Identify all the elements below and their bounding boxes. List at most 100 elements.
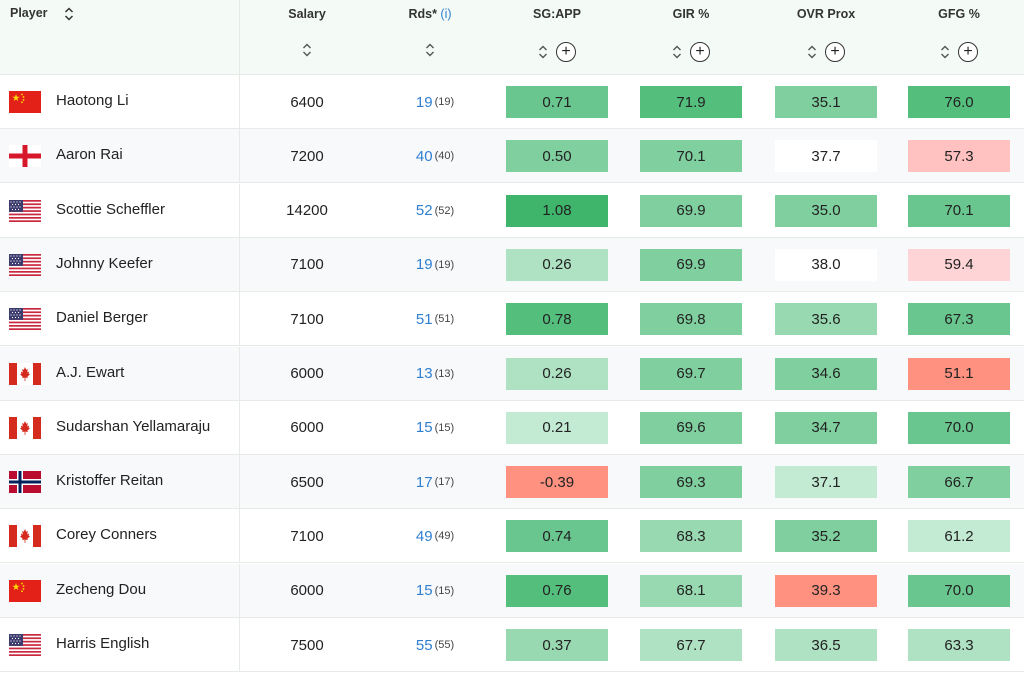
- stat-cell: 70.1: [908, 194, 1010, 227]
- stat-cell: 35.6: [775, 303, 877, 336]
- stat-cell: 34.7: [775, 411, 877, 444]
- stat-cell: 0.21: [506, 411, 608, 444]
- rounds-link[interactable]: 17: [415, 473, 433, 491]
- column-header-player[interactable]: Player: [0, 0, 240, 75]
- rounds-link[interactable]: 19: [415, 93, 433, 111]
- sort-icon[interactable]: [538, 44, 548, 60]
- stat-cell: 0.50: [506, 140, 608, 173]
- stat-cell: 68.1: [640, 574, 742, 607]
- salary-cell: 7100: [290, 256, 324, 274]
- rounds-total: (15): [434, 584, 455, 597]
- player-cell[interactable]: Johnny Keefer: [0, 237, 240, 292]
- player-cell[interactable]: Scottie Scheffler: [0, 183, 240, 238]
- rounds-link[interactable]: 51: [415, 310, 433, 328]
- table-row[interactable]: Aaron Rai 7200 40 (40) 0.50 70.1 37.7 57.3: [0, 129, 1024, 184]
- player-name[interactable]: Zecheng Dou: [56, 580, 147, 598]
- add-column-button[interactable]: +: [556, 42, 576, 62]
- player-name[interactable]: A.J. Ewart: [56, 363, 125, 381]
- player-name[interactable]: Sudarshan Yellamaraju: [56, 417, 211, 435]
- column-header-rds[interactable]: Rds* (i): [380, 0, 480, 75]
- player-cell[interactable]: Sudarshan Yellamaraju: [0, 400, 240, 455]
- rounds-link[interactable]: 13: [415, 365, 433, 382]
- table-row[interactable]: Sudarshan Yellamaraju 6000 15 (15) 0.21 69.6 3…: [0, 400, 1024, 455]
- rounds-link[interactable]: 55: [415, 636, 433, 654]
- rounds-total: (51): [434, 313, 455, 326]
- player-cell[interactable]: Harris English: [0, 618, 240, 672]
- player-name[interactable]: Harris English: [56, 635, 150, 652]
- rounds-link[interactable]: 49: [415, 527, 433, 545]
- table-row[interactable]: Kristoffer Reitan 6500 17 (17) -0.39 69.3 37.1…: [0, 455, 1024, 510]
- info-icon[interactable]: (i): [440, 7, 452, 21]
- column-header-gir[interactable]: GIR % +: [640, 0, 742, 75]
- sort-icon[interactable]: [807, 44, 817, 60]
- china-flag-icon: [9, 579, 41, 602]
- stat-cell: 67.7: [640, 629, 742, 661]
- stat-cell: 70.0: [908, 411, 1010, 444]
- table-row[interactable]: Scottie Scheffler 14200 52 (52) 1.08 69.9 35.0…: [0, 183, 1024, 238]
- stat-cell: -0.39: [506, 466, 608, 499]
- column-label-salary: Salary: [288, 7, 326, 21]
- stat-cell: 69.7: [640, 357, 742, 390]
- rounds-cell: 19 (19): [385, 238, 485, 292]
- stat-cell: 69.3: [640, 466, 742, 499]
- player-cell[interactable]: A.J. Ewart: [0, 346, 240, 401]
- player-name[interactable]: Corey Conners: [56, 526, 157, 544]
- column-label-rds: Rds* (i): [408, 7, 452, 21]
- table-row[interactable]: Corey Conners 7100 49 (49) 0.74 68.3 35.2 61.2: [0, 509, 1024, 564]
- canada-flag-icon: [9, 416, 41, 439]
- stat-cell: 39.3: [775, 574, 877, 607]
- rounds-link[interactable]: 15: [415, 419, 433, 437]
- rounds-total: (15): [434, 421, 455, 434]
- column-header-sg-app[interactable]: SG:APP +: [506, 0, 608, 75]
- table-row[interactable]: Haotong Li 6400 19 (19) 0.71 71.9 35.1 76.0: [0, 75, 1024, 129]
- rounds-link[interactable]: 15: [415, 582, 433, 600]
- player-cell[interactable]: Corey Conners: [0, 509, 240, 564]
- column-header-gfg[interactable]: GFG % +: [908, 0, 1010, 75]
- rounds-cell: 19 (19): [385, 75, 485, 129]
- table-row[interactable]: Harris English 7500 55 (55) 0.37 67.7 36.5 63.3: [0, 618, 1024, 672]
- rounds-link[interactable]: 19: [415, 256, 433, 274]
- sort-icon[interactable]: [302, 42, 312, 58]
- rounds-cell: 13 (13): [385, 347, 485, 401]
- player-cell[interactable]: Kristoffer Reitan: [0, 455, 240, 510]
- stat-cell: 37.7: [775, 140, 877, 173]
- sort-icon[interactable]: [672, 44, 682, 60]
- sort-icon[interactable]: [64, 6, 74, 22]
- table-row[interactable]: Johnny Keefer 7100 19 (19) 0.26 69.9 38.0 59.4: [0, 237, 1024, 292]
- table-row[interactable]: Zecheng Dou 6000 15 (15) 0.76 68.1 39.3 70.0: [0, 563, 1024, 618]
- player-cell[interactable]: Daniel Berger: [0, 292, 240, 347]
- player-name[interactable]: Johnny Keefer: [56, 254, 153, 272]
- rounds-total: (55): [434, 639, 455, 651]
- player-name[interactable]: Scottie Scheffler: [56, 200, 165, 218]
- stat-cell: 0.26: [506, 248, 608, 281]
- rounds-link[interactable]: 52: [415, 202, 433, 220]
- table-row[interactable]: Daniel Berger 7100 51 (51) 0.78 69.8 35.6 67.3: [0, 292, 1024, 347]
- salary-cell: 6400: [290, 93, 324, 111]
- player-name[interactable]: Kristoffer Reitan: [56, 472, 164, 490]
- add-column-button[interactable]: +: [958, 42, 978, 62]
- stat-cell: 71.9: [640, 86, 742, 118]
- add-column-button[interactable]: +: [825, 42, 845, 62]
- rounds-cell: 52 (52): [385, 184, 485, 238]
- sort-icon[interactable]: [940, 44, 950, 60]
- table-row[interactable]: A.J. Ewart 6000 13 (13) 0.26 69.7 34.6 51.1: [0, 346, 1024, 401]
- player-name[interactable]: Aaron Rai: [56, 146, 123, 164]
- stat-cell: 69.9: [640, 248, 742, 281]
- column-header-salary[interactable]: Salary: [257, 0, 357, 75]
- stat-cell: 35.1: [775, 86, 877, 118]
- player-cell[interactable]: Zecheng Dou: [0, 563, 240, 618]
- salary-cell: 6500: [290, 473, 324, 491]
- usa-flag-icon: [9, 634, 41, 656]
- sort-icon[interactable]: [425, 42, 435, 58]
- rounds-link[interactable]: 40: [415, 147, 433, 165]
- player-name[interactable]: Haotong Li: [56, 92, 129, 109]
- canada-flag-icon: [9, 362, 41, 385]
- canada-flag-icon: [9, 525, 41, 548]
- column-header-ovr-prox[interactable]: OVR Prox +: [775, 0, 877, 75]
- add-column-button[interactable]: +: [690, 42, 710, 62]
- player-cell[interactable]: Haotong Li: [0, 75, 240, 129]
- stat-cell: 67.3: [908, 303, 1010, 336]
- player-cell[interactable]: Aaron Rai: [0, 129, 240, 184]
- player-name[interactable]: Daniel Berger: [56, 309, 148, 327]
